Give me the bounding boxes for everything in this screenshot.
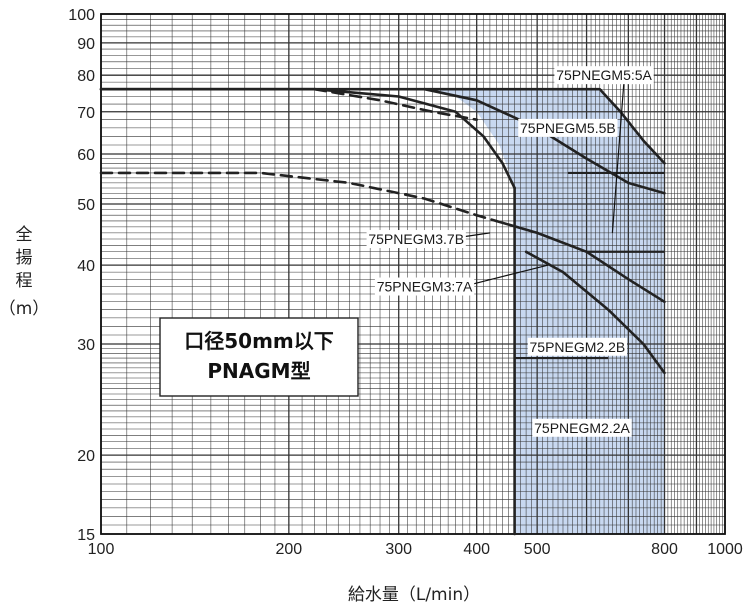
series-label: 75PNEGM3:7A — [374, 277, 475, 296]
series-label: 75PNEGM3.7B — [366, 230, 466, 249]
label-leader-line — [611, 75, 626, 233]
series-curve — [99, 171, 498, 223]
y-tick-label: 30 — [77, 337, 95, 354]
note-line-1: 口径50mm以下 — [184, 329, 334, 353]
y-tick-label: 15 — [77, 527, 95, 544]
series-label-text: 75PNEGM2.2A — [534, 420, 630, 436]
x-tick-label: 500 — [524, 541, 551, 558]
series-label-background — [527, 337, 628, 356]
note-line-2: PNAGM型 — [207, 359, 310, 383]
label-leader-line — [462, 264, 548, 288]
x-axis-title: 給水量（L/min） — [348, 585, 480, 605]
y-tick-label: 50 — [77, 197, 95, 214]
y-tick-label: 100 — [68, 7, 95, 24]
series-curve — [524, 250, 666, 375]
series-curve — [313, 87, 478, 121]
plot-frame — [100, 13, 726, 535]
series-label: 75PNEGM5:5A — [554, 66, 654, 85]
series-label-background — [366, 230, 466, 249]
x-tick-label: 200 — [275, 541, 302, 558]
x-tick-label: 300 — [385, 541, 412, 558]
y-axis-title: 全 揚 程 （m） — [0, 225, 49, 319]
series-label-background — [518, 118, 618, 137]
y-tick-label: 60 — [77, 147, 95, 164]
x-tick-label: 100 — [88, 541, 115, 558]
series-label: 75PNEGM2.2B — [527, 337, 628, 356]
curves-layer — [99, 87, 666, 536]
y-axis-title-char-1: 全 — [16, 225, 33, 245]
y-tick-label: 90 — [77, 36, 95, 53]
note-box: 口径50mm以下 PNAGM型 — [159, 317, 359, 397]
series-label-background — [374, 277, 475, 296]
series-label-text: 75PNEGM2.2B — [530, 339, 626, 355]
series-label-background — [554, 66, 654, 85]
y-axis-title-char-3: 程 — [16, 271, 33, 291]
series-label-text: 75PNEGM3:7A — [377, 279, 473, 295]
series-curve — [99, 87, 666, 165]
tick-labels-layer: 100 200 300 400 500 800 1000 15 20 30 40 50 60 70 80 90… — [68, 7, 743, 558]
y-axis-title-unit: （m） — [0, 299, 49, 319]
x-tick-label: 1000 — [707, 541, 743, 558]
series-label: 75PNEGM2.2A — [532, 418, 632, 437]
series-label-text: 75PNEGM5:5A — [556, 67, 652, 83]
x-tick-label: 800 — [651, 541, 678, 558]
y-tick-label: 20 — [77, 448, 95, 465]
y-tick-label: 80 — [77, 68, 95, 85]
y-axis-title-char-2: 揚 — [16, 248, 33, 268]
note-box-frame — [159, 317, 359, 397]
series-label-text: 75PNEGM3.7B — [368, 231, 464, 247]
series-label-background — [532, 418, 632, 437]
series-curve — [423, 87, 666, 195]
x-tick-label: 400 — [463, 541, 490, 558]
y-tick-label: 40 — [77, 258, 95, 275]
y-tick-label: 70 — [77, 105, 95, 122]
series-label-text: 75PNEGM5.5B — [520, 120, 616, 136]
series-labels-layer: 75PNEGM5:5A 75PNEGM5.5B 75PNEGM3.7B 75PNEGM… — [366, 66, 654, 437]
series-label: 75PNEGM5.5B — [518, 118, 618, 137]
